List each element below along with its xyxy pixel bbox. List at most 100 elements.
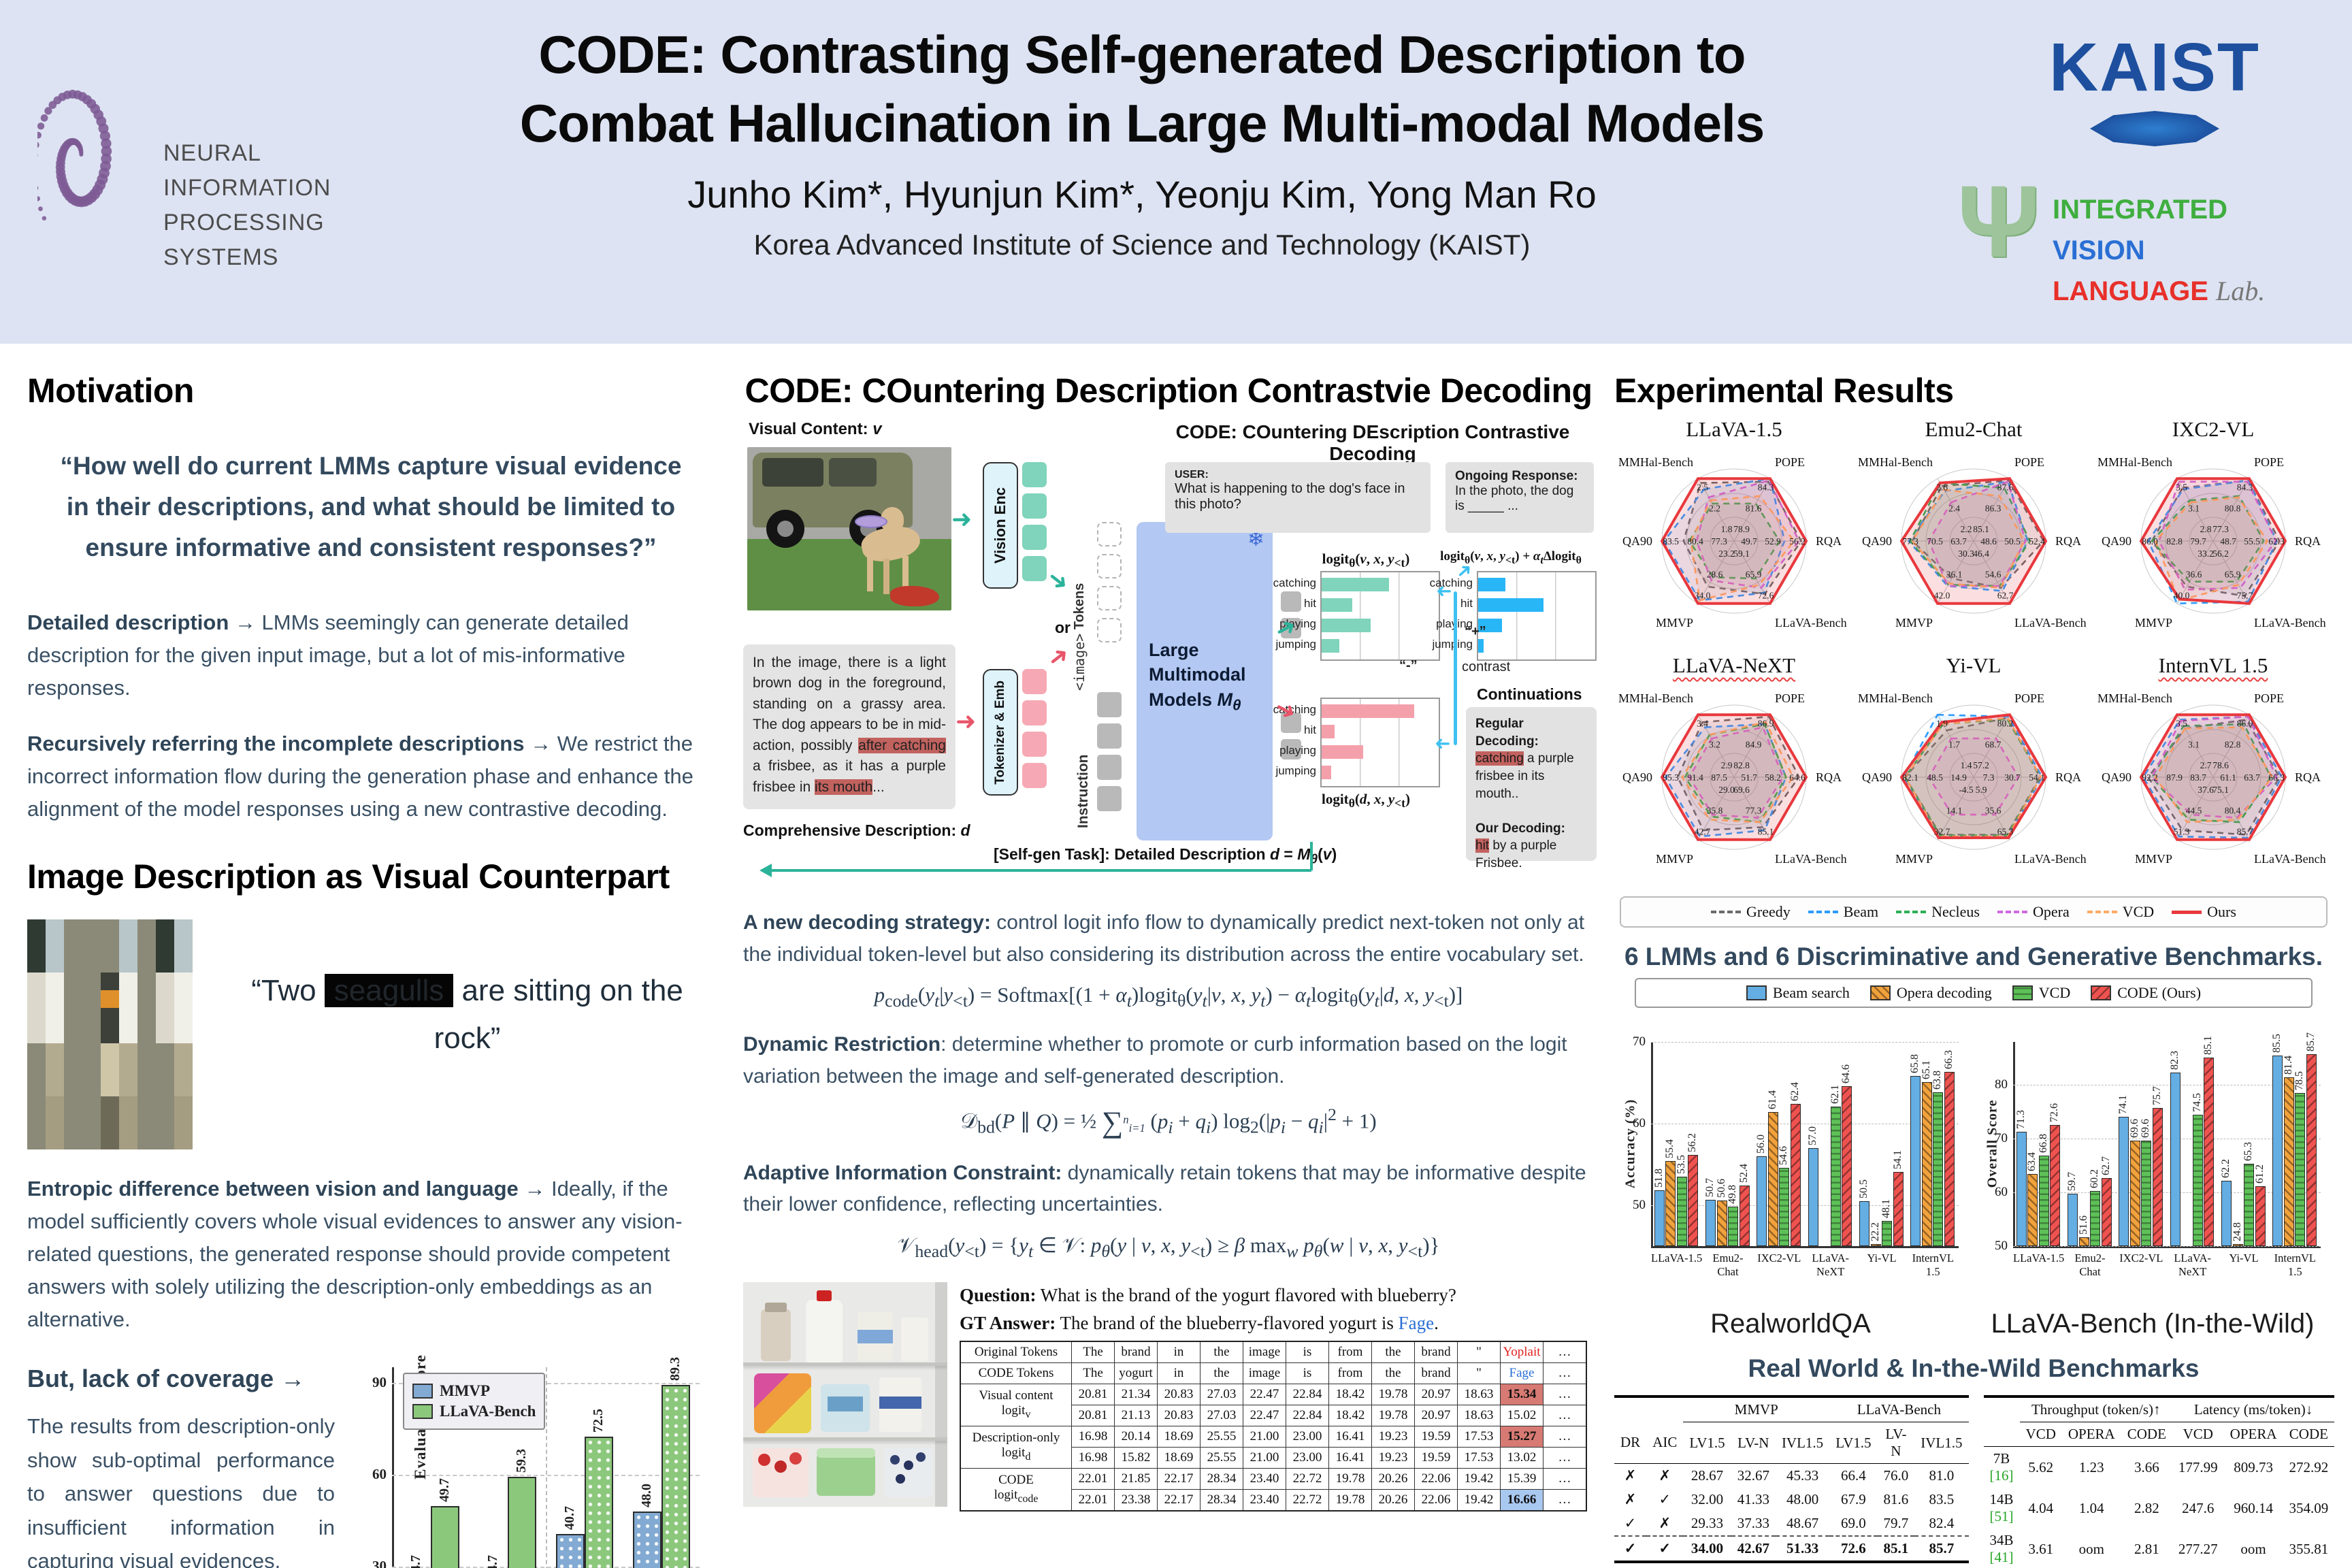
- mosaic-cell: [82, 1132, 101, 1150]
- svg-text:3.2: 3.2: [1709, 740, 1720, 750]
- mosaic-cell: [27, 1043, 46, 1062]
- comprehensive-description-label: Comprehensive Description: d: [743, 821, 970, 839]
- mosaic-cell: [156, 1096, 174, 1115]
- svg-text:LLaVA-Bench: LLaVA-Bench: [2014, 852, 2087, 866]
- mosaic-cell: [27, 973, 46, 991]
- mosaic-cell: [156, 919, 174, 938]
- svg-text:82.8: 82.8: [2166, 536, 2183, 546]
- mosaic-cell: [101, 955, 119, 973]
- ablation-table: MMVP LLaVA-Bench DR AIC LV1.5 LV-N IVL1.5 LV1.5…: [1614, 1395, 1969, 1563]
- motivation-paragraph-1: Detailed description → LMMs seemingly ca…: [27, 610, 629, 700]
- mosaic-cell: [82, 955, 101, 973]
- svg-text:48.6: 48.6: [1980, 536, 1997, 546]
- radar-legend-item: Greedy: [1711, 903, 1791, 921]
- mosaic-cell: [137, 973, 156, 991]
- svg-text:86.9: 86.9: [2237, 718, 2253, 728]
- radar-chart: MMHal-Bench 2.5 2.21.8 POPE 84.3 81.6 78.9 RQA 5…: [1618, 455, 1847, 630]
- mosaic-cell: [27, 1061, 46, 1079]
- svg-text:69.6: 69.6: [1733, 785, 1750, 795]
- svg-text:MMVP: MMVP: [1656, 616, 1693, 630]
- wild-bar: [2192, 1114, 2203, 1246]
- svg-text:34.0: 34.0: [1695, 591, 1711, 601]
- wild-bar: [2283, 1077, 2294, 1246]
- wild-bar: [1842, 1085, 1852, 1246]
- svg-text:5.9: 5.9: [1976, 785, 1987, 795]
- logit-bars-panel: [1477, 571, 1597, 661]
- logit-bars-panel: [1320, 571, 1440, 661]
- svg-text:MMHal-Bench: MMHal-Bench: [1618, 455, 1693, 469]
- svg-text:MMVP: MMVP: [1656, 852, 1693, 866]
- mosaic-cell: [119, 990, 137, 1009]
- mosaic-cell: [64, 1096, 82, 1115]
- svg-text:79.7: 79.7: [2190, 536, 2206, 546]
- svg-text:36.1: 36.1: [1946, 570, 1963, 580]
- wild-bar: [2306, 1054, 2317, 1246]
- svg-text:14.1: 14.1: [1946, 806, 1963, 816]
- user-question-box: USER: What is happening to the dog's face…: [1165, 462, 1431, 533]
- svg-text:72.6: 72.6: [1758, 591, 1774, 601]
- svg-text:78.6: 78.6: [2212, 760, 2229, 770]
- radar-legend-item: Ours: [2172, 903, 2236, 921]
- eval-bar: [584, 1436, 613, 1568]
- svg-text:85.7: 85.7: [2237, 827, 2253, 837]
- svg-text:1.9: 1.9: [1936, 718, 1948, 728]
- svg-text:MMVP: MMVP: [1895, 852, 1933, 866]
- radar-chart: MMHal-Bench 3.4 3.22.9 POPE 86.9 84.9 82.8 RQA 6…: [1618, 691, 1847, 866]
- svg-text:POPE: POPE: [2014, 691, 2044, 705]
- svg-text:MMHal-Bench: MMHal-Bench: [2097, 455, 2172, 469]
- mosaic-cell: [27, 955, 46, 973]
- svg-text:42.7: 42.7: [1695, 827, 1711, 837]
- mosaic-cell: [64, 1114, 82, 1132]
- svg-text:82.1: 82.1: [1902, 772, 1918, 783]
- mosaic-cell: [27, 937, 46, 956]
- svg-text:52.9: 52.9: [1765, 536, 1781, 546]
- mosaic-cell: [137, 1008, 156, 1026]
- mosaic-cell: [82, 1026, 101, 1044]
- svg-text:QA90: QA90: [2102, 770, 2132, 784]
- mosaic-cell: [174, 1096, 193, 1115]
- wild-bar: [1665, 1161, 1676, 1246]
- lack-of-coverage-block: But, lack of coverage → The results from…: [27, 1355, 715, 1568]
- return-arrowhead: [760, 864, 772, 877]
- mosaic-cell: [46, 955, 64, 973]
- svg-text:82.8: 82.8: [1733, 760, 1750, 770]
- mosaic-cell: [46, 990, 64, 1009]
- wild-bar: [1705, 1199, 1716, 1246]
- radar-legend-item: Beam: [1808, 903, 1878, 921]
- minus-label: “-”: [1399, 658, 1418, 673]
- svg-text:80.4: 80.4: [1687, 536, 1703, 546]
- example-question: Question: What is the brand of the yogur…: [960, 1284, 1456, 1305]
- mosaic-cell: [137, 937, 156, 956]
- wild-bar: [1944, 1072, 1955, 1246]
- svg-text:1.8: 1.8: [1721, 524, 1733, 534]
- mosaic-cell: [46, 1132, 64, 1150]
- svg-text:2.8: 2.8: [2200, 524, 2212, 534]
- contrast-line: [1454, 591, 1457, 745]
- mosaic-cell: [119, 1114, 137, 1132]
- svg-text:75.1: 75.1: [2212, 785, 2229, 795]
- mosaic-cell: [119, 919, 137, 938]
- wild-bar: [2170, 1073, 2180, 1246]
- contrast-label: contrast: [1462, 659, 1511, 674]
- eval-bar: [507, 1476, 536, 1568]
- wild-bar: [1882, 1220, 1892, 1246]
- svg-text:58.2: 58.2: [1765, 772, 1781, 783]
- mosaic-cell: [156, 1008, 174, 1026]
- mosaic-cell: [64, 955, 82, 973]
- wild-bar: [2244, 1164, 2254, 1246]
- ongoing-response-box: Ongoing Response: In the photo, the dog i…: [1446, 462, 1594, 533]
- mosaic-cell: [137, 955, 156, 973]
- mosaic-cell: [101, 937, 119, 956]
- svg-text:65.9: 65.9: [1746, 570, 1762, 580]
- svg-text:81.6: 81.6: [1746, 504, 1762, 514]
- svg-text:3.5: 3.5: [2176, 718, 2187, 728]
- mosaic-cell: [27, 1096, 46, 1115]
- svg-text:7.3: 7.3: [1983, 772, 1995, 783]
- wild-bar: [1893, 1171, 1904, 1246]
- mosaic-cell: [46, 937, 64, 956]
- svg-text:14.9: 14.9: [1950, 772, 1967, 783]
- svg-text:POPE: POPE: [1775, 691, 1805, 705]
- mosaic-cell: [46, 1079, 64, 1097]
- qualitative-example: Question: What is the brand of the yogur…: [743, 1281, 1594, 1512]
- svg-text:85.1: 85.1: [1758, 827, 1774, 837]
